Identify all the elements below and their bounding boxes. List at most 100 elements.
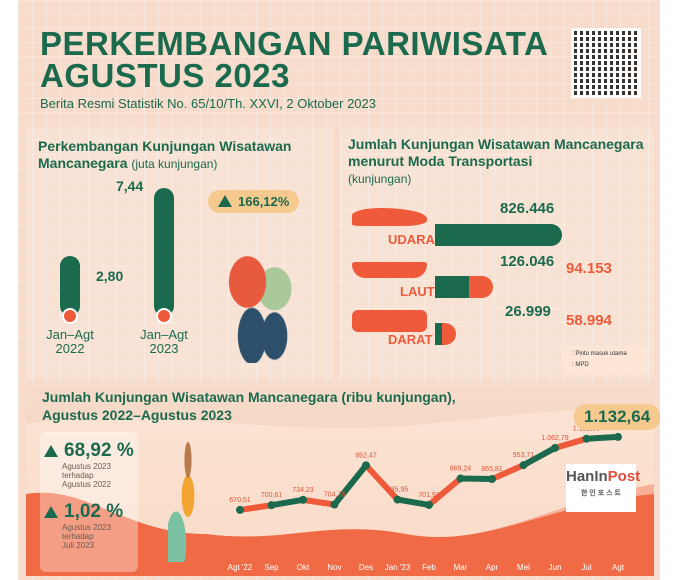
stat-desc: Juli 2023	[62, 541, 95, 550]
line-segment	[426, 475, 464, 508]
luggage-icon	[156, 308, 172, 324]
data-point	[362, 461, 370, 470]
title-line: Jumlah Kunjungan Wisatawan Mancanegara (…	[42, 389, 456, 405]
data-label: 865,81	[481, 466, 503, 473]
value-laut-mpd: 94.153	[566, 260, 612, 277]
plane-icon	[352, 208, 427, 226]
stat-desc: terhadap	[62, 532, 94, 541]
bar-darat-mpd	[442, 323, 456, 345]
value-darat: 26.999	[505, 303, 551, 320]
x-tick-label: Apr	[486, 563, 499, 572]
data-point	[582, 434, 591, 443]
logo-text: HanIn	[566, 468, 608, 485]
label-line: 2023	[149, 341, 179, 356]
panel-title: Perkembangan Kunjungan Wisatawan Mancane…	[38, 138, 318, 173]
up-arrow-icon	[44, 506, 58, 518]
data-point	[425, 500, 433, 509]
mode-darat: DARAT	[388, 332, 433, 347]
legend: : Pintu masuk utama : MPD	[562, 346, 648, 374]
line-segment	[363, 462, 401, 503]
hanInpost-logo: HanInPost 한 인 포 스 트	[566, 464, 640, 512]
data-label: 953,71	[513, 452, 535, 459]
line-segment	[237, 502, 275, 513]
traveler-illustration	[168, 442, 208, 562]
stat-desc: Agustus 2022	[62, 480, 111, 489]
data-point	[393, 495, 402, 504]
x-tick-label: Jun	[549, 563, 562, 572]
line-segment	[394, 496, 432, 508]
data-point	[267, 501, 276, 510]
data-point	[551, 443, 559, 452]
x-tick-label: Mei	[517, 563, 530, 572]
chart-title: Jumlah Kunjungan Wisatawan Mancanegara (…	[42, 388, 456, 424]
monthly-chart-section: 670,51 Agt '22 700,61 Sep 734,23 Okt 704,78 Nov…	[26, 384, 661, 576]
infographic: PERKEMBANGAN PARIWISATA AGUSTUS 2023 Beri…	[18, 0, 661, 580]
up-arrow-icon	[44, 445, 58, 457]
label-2023: Jan–Agt 2023	[128, 328, 200, 356]
data-label: 1.062,79	[541, 435, 568, 442]
x-tick-label: Jan '23	[385, 563, 411, 572]
line-segment	[552, 435, 590, 451]
title-line: PERKEMBANGAN PARIWISATA	[40, 25, 549, 62]
bar-laut-main	[435, 276, 469, 298]
panel-left: Perkembangan Kunjungan Wisatawan Mancane…	[26, 128, 334, 378]
value-2022: 2,80	[96, 268, 124, 284]
x-tick-label: Okt	[297, 563, 310, 572]
x-tick-label: Agt	[612, 563, 625, 572]
legend-mpd: : MPD	[572, 362, 589, 368]
data-label: 869,24	[450, 466, 472, 473]
bus-icon	[352, 310, 427, 332]
data-point	[488, 475, 496, 484]
title-text: Perkembangan Kunjungan Wisatawan Mancane…	[38, 138, 292, 171]
bar-2023	[154, 188, 174, 316]
data-label: 701,93	[418, 492, 440, 499]
unit: (juta kunjungan)	[131, 157, 218, 171]
label-line: 2022	[55, 341, 85, 356]
line-segment	[583, 433, 621, 442]
line-segment	[489, 462, 527, 483]
data-label: 734,23	[292, 487, 314, 494]
line-segment	[520, 444, 558, 469]
data-label: 670,51	[229, 497, 251, 504]
title-line: AGUSTUS 2023	[40, 57, 290, 94]
label-line: Jan–Agt	[46, 327, 94, 342]
value-udara: 826.446	[500, 200, 555, 217]
line-segment	[331, 462, 369, 508]
x-tick-label: Nov	[327, 563, 341, 572]
value-darat-mpd: 58.994	[566, 312, 612, 329]
stat-value: 1,02 %	[64, 501, 124, 522]
growth-badge: 166,12%	[208, 190, 300, 213]
stat-mom: 1,02 % Agustus 2023 terhadap Juli 2023	[40, 489, 138, 550]
data-point	[299, 495, 307, 504]
label-2022: Jan–Agt 2022	[34, 328, 106, 356]
x-tick-label: Agt '22	[228, 563, 253, 572]
x-tick-label: Feb	[422, 563, 436, 572]
unit: (kunjungan)	[348, 172, 412, 186]
bar-udara-main	[435, 224, 562, 246]
stat-desc: terhadap	[62, 471, 94, 480]
luggage-icon	[62, 308, 78, 324]
x-tick-label: Jul	[581, 563, 591, 572]
mode-udara: UDARA	[388, 232, 435, 247]
legend-main: : Pintu masuk utama	[572, 351, 627, 357]
subtitle: Berita Resmi Statistik No. 65/10/Th. XXV…	[40, 96, 376, 111]
data-point	[236, 505, 244, 514]
stats-box: 68,92 % Agustus 2023 terhadap Agustus 2022…	[40, 432, 138, 572]
qr-code[interactable]	[571, 28, 641, 98]
data-point	[456, 474, 465, 483]
label-line: Jan–Agt	[140, 327, 188, 342]
data-point	[614, 432, 622, 441]
data-label: 700,61	[261, 492, 283, 499]
stat-desc: Agustus 2023	[62, 462, 111, 471]
value-2023: 7,44	[116, 178, 144, 194]
logo-sub: 한 인 포 스 트	[581, 490, 621, 497]
x-tick-label: Mar	[454, 563, 468, 572]
line-segment	[457, 475, 495, 483]
value-laut: 126.046	[500, 253, 555, 270]
title-line: Agustus 2022–Agustus 2023	[42, 407, 232, 423]
page-title: PERKEMBANGAN PARIWISATA AGUSTUS 2023	[40, 25, 549, 94]
bar-2022	[60, 256, 80, 316]
title-text: Jumlah Kunjungan Wisatawan Mancanegara m…	[348, 136, 644, 169]
bar-darat-main	[435, 323, 442, 345]
panel-title: Jumlah Kunjungan Wisatawan Mancanegara m…	[348, 136, 648, 188]
